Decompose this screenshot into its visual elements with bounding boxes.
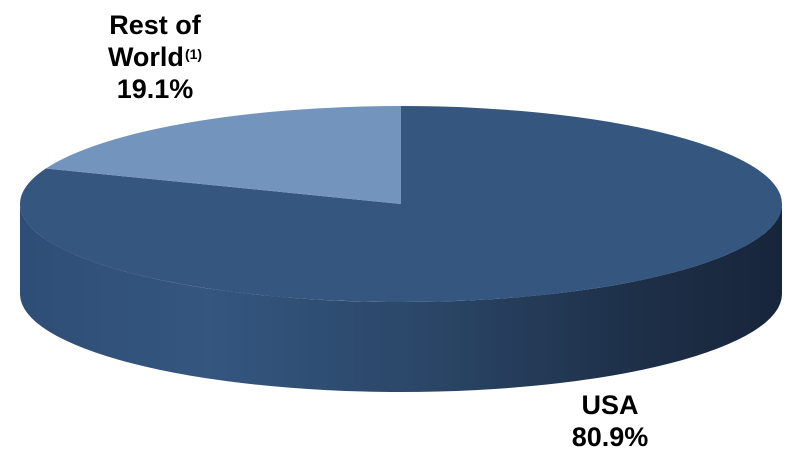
rest-of-world-footnote: (1)	[184, 46, 203, 62]
usa-name: USA	[581, 390, 639, 420]
rest-of-world-slice	[45, 106, 401, 204]
rest-of-world-name-2: World	[107, 42, 184, 72]
usa-value: 80.9%	[571, 422, 649, 452]
usa-slice	[20, 106, 782, 302]
rest-of-world-label: Rest of World(1) 19.1%	[70, 9, 240, 105]
rest-of-world-value: 19.1%	[116, 74, 194, 104]
usa-slice-side	[20, 204, 782, 392]
usa-label: USA 80.9%	[525, 389, 695, 453]
rest-of-world-name: Rest of	[109, 10, 201, 40]
